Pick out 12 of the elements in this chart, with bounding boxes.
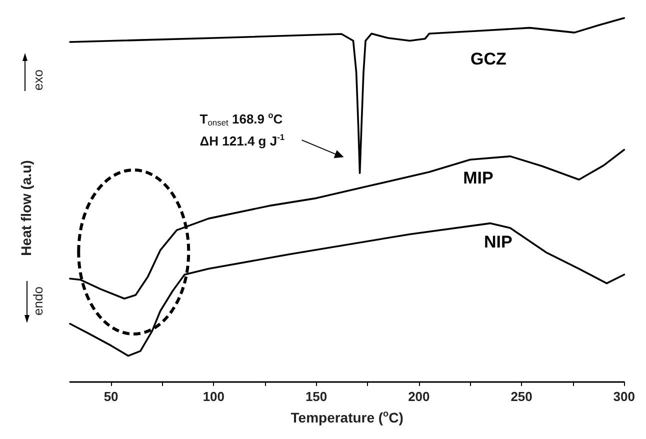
series-label: MIP: [463, 168, 494, 188]
text: exo: [30, 70, 46, 90]
x-tick-label: 300: [613, 389, 636, 404]
x-tick-label: 200: [408, 389, 430, 404]
text: endo: [30, 286, 46, 316]
x-tick-label: 50: [104, 389, 118, 404]
series-label: NIP: [484, 232, 512, 252]
y-axis-title: Heat flow (a.u): [18, 160, 34, 256]
x-tick-label: 250: [510, 389, 532, 404]
x-tick-label: 100: [202, 389, 225, 404]
x-tick-label: 150: [305, 389, 328, 404]
series-label: GCZ: [470, 50, 506, 69]
